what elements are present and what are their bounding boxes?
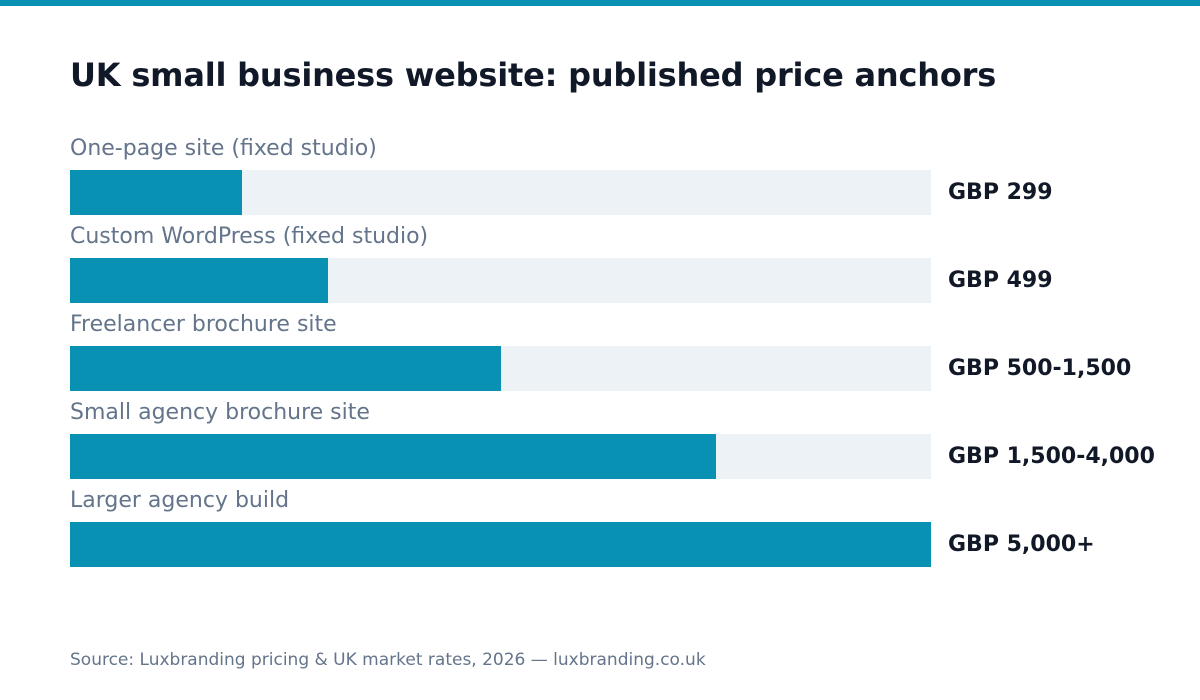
- bar-row: One-page site (fixed studio) GBP 299: [0, 134, 1200, 222]
- value-label: GBP 5,000+: [948, 532, 1095, 557]
- bar-track: [70, 522, 931, 567]
- value-label: GBP 1,500-4,000: [948, 444, 1155, 469]
- bar-fill: [70, 170, 242, 215]
- bar-row: Freelancer brochure site GBP 500-1,500: [0, 310, 1200, 398]
- value-label: GBP 499: [948, 268, 1053, 293]
- chart-title: UK small business website: published pri…: [70, 56, 997, 94]
- bar-fill: [70, 522, 931, 567]
- bar-track: [70, 346, 931, 391]
- category-label: Freelancer brochure site: [70, 312, 337, 337]
- bar-chart: One-page site (fixed studio) GBP 299 Custo…: [0, 134, 1200, 574]
- source-note: Source: Luxbranding pricing & UK market …: [70, 650, 706, 670]
- value-label: GBP 299: [948, 180, 1053, 205]
- bar-fill: [70, 258, 328, 303]
- category-label: Larger agency build: [70, 488, 290, 513]
- bar-fill: [70, 434, 716, 479]
- value-label: GBP 500-1,500: [948, 356, 1132, 381]
- bar-fill: [70, 346, 501, 391]
- category-label: Small agency brochure site: [70, 400, 370, 425]
- bar-row: Larger agency build GBP 5,000+: [0, 486, 1200, 574]
- bar-track: [70, 434, 931, 479]
- bar-row: Small agency brochure site GBP 1,500-4,00…: [0, 398, 1200, 486]
- bar-track: [70, 258, 931, 303]
- category-label: One-page site (fixed studio): [70, 136, 377, 161]
- top-accent-band: [0, 0, 1200, 6]
- bar-track: [70, 170, 931, 215]
- category-label: Custom WordPress (fixed studio): [70, 224, 429, 249]
- bar-row: Custom WordPress (fixed studio) GBP 499: [0, 222, 1200, 310]
